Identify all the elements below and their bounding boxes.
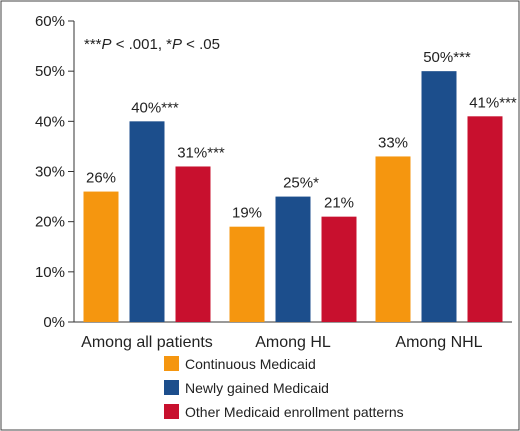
- significance-note: ***P < .001, *P < .05: [84, 36, 220, 53]
- y-tick-label: 10%: [35, 264, 65, 281]
- legend-swatch: [164, 356, 179, 371]
- data-label: 19%: [232, 205, 262, 222]
- bar: [129, 121, 165, 322]
- data-label: 33%: [378, 134, 408, 151]
- legend-label: Newly gained Medicaid: [185, 380, 329, 396]
- y-tick-label: 50%: [35, 63, 65, 80]
- significance-note-part: P: [102, 36, 112, 53]
- bar: [229, 226, 265, 322]
- data-label: 26%: [86, 170, 116, 187]
- plot-area: 0% 10% 20% 30% 40% 50% 60% 26% 40%*** 31%*** Among…: [35, 13, 517, 351]
- bar: [421, 71, 457, 323]
- bar: [83, 191, 119, 322]
- significance-note-part: P: [172, 36, 182, 53]
- y-tick-label: 60%: [35, 13, 65, 30]
- data-label: 50%***: [423, 49, 471, 66]
- bar: [467, 116, 503, 322]
- y-tick-label: 0%: [43, 314, 65, 331]
- legend-label: Other Medicaid enrollment patterns: [185, 404, 404, 420]
- y-tick-label: 20%: [35, 214, 65, 231]
- legend: Continuous Medicaid Newly gained Medicaid…: [164, 356, 404, 420]
- category-label: Among NHL: [395, 334, 482, 351]
- y-tick-label: 30%: [35, 164, 65, 181]
- category-label: Among HL: [255, 334, 331, 351]
- legend-label: Continuous Medicaid: [185, 356, 316, 372]
- category-label: Among all patients: [81, 334, 213, 351]
- data-label: 41%***: [469, 94, 517, 111]
- bar: [375, 156, 411, 322]
- bar: [175, 166, 211, 322]
- bar: [321, 216, 357, 322]
- data-label: 31%***: [177, 144, 225, 161]
- y-tick-label: 40%: [35, 113, 65, 130]
- significance-note-part: ***: [84, 36, 102, 53]
- data-label: 40%***: [131, 99, 179, 116]
- legend-swatch: [164, 380, 179, 395]
- bar: [275, 196, 311, 322]
- legend-swatch: [164, 404, 179, 419]
- data-label: 21%: [324, 195, 354, 212]
- significance-note-part: < .05: [182, 36, 220, 53]
- data-label: 25%*: [283, 175, 319, 192]
- significance-note-part: < .001, *: [112, 36, 173, 53]
